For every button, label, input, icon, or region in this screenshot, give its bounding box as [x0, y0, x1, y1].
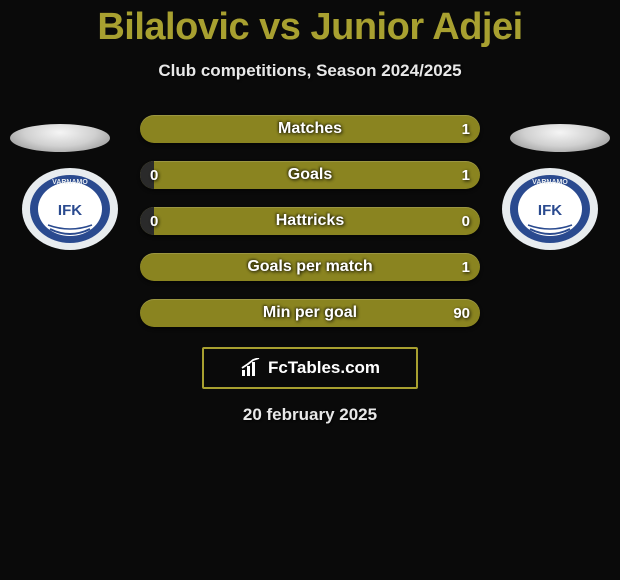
stat-right-value: 90 [453, 299, 470, 327]
stat-right-value: 1 [462, 161, 470, 189]
player-left-pill [10, 124, 110, 152]
shield-icon: IFK VARNAMO [20, 167, 120, 252]
page-title: Bilalovic vs Junior Adjei [0, 0, 620, 49]
svg-text:IFK: IFK [58, 202, 82, 219]
shield-icon: IFK VARNAMO [500, 167, 600, 252]
footer-brand-box: FcTables.com [202, 347, 418, 389]
footer-brand-text: FcTables.com [268, 358, 380, 378]
stat-label: Goals per match [140, 253, 480, 281]
chart-icon [240, 358, 262, 378]
comparison-panel: IFK VARNAMO IFK VARNAMO Matches10Goals10… [0, 109, 620, 329]
player-right-pill [510, 124, 610, 152]
stat-label: Goals [140, 161, 480, 189]
stat-right-value: 1 [462, 253, 470, 281]
stat-bars: Matches10Goals10Hattricks0Goals per matc… [140, 115, 480, 345]
stat-row: Min per goal90 [140, 299, 480, 327]
stat-right-value: 0 [462, 207, 470, 235]
stat-label: Hattricks [140, 207, 480, 235]
svg-text:VARNAMO: VARNAMO [52, 179, 88, 186]
stat-row: 0Goals1 [140, 161, 480, 189]
svg-text:IFK: IFK [538, 202, 562, 219]
date-text: 20 february 2025 [0, 405, 620, 425]
svg-text:VARNAMO: VARNAMO [532, 179, 568, 186]
stat-right-value: 1 [462, 115, 470, 143]
club-badge-left: IFK VARNAMO [20, 167, 120, 252]
stat-row: 0Hattricks0 [140, 207, 480, 235]
stat-row: Matches1 [140, 115, 480, 143]
stat-label: Matches [140, 115, 480, 143]
club-badge-right: IFK VARNAMO [500, 167, 600, 252]
subtitle: Club competitions, Season 2024/2025 [0, 61, 620, 81]
stat-row: Goals per match1 [140, 253, 480, 281]
stat-label: Min per goal [140, 299, 480, 327]
